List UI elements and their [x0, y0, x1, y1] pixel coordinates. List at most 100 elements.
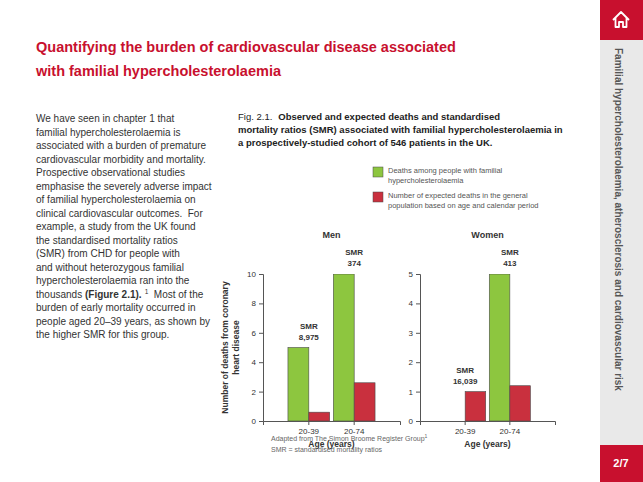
y-axis: 0 2 4 6 8 10	[247, 270, 263, 426]
body-line: the higher SMR for this group.	[36, 329, 169, 340]
legend-label-line: Number of expected deaths in the general	[388, 191, 528, 200]
page-number: 2/7	[613, 457, 628, 469]
y-tick-label: 2	[252, 388, 257, 397]
body-run: the standardised mortality ratios	[36, 235, 178, 246]
x-axis-line	[264, 422, 401, 426]
legend-label: Number of expected deaths in the general…	[388, 191, 539, 210]
y-tick: 5	[409, 270, 420, 279]
y-tick-mark	[416, 421, 420, 422]
smr-title: SMR	[300, 322, 318, 331]
body-line: associated with a burden of premature	[36, 140, 207, 151]
y-tick: 4	[409, 299, 420, 308]
bar	[333, 274, 354, 421]
x-tick-mark	[509, 421, 510, 425]
home-button-background	[600, 0, 643, 40]
y-axis-line	[259, 275, 264, 422]
smr-value: 16,039	[453, 377, 478, 386]
figure-caption-line: Fig. 2.1. Observed and expected deaths an…	[238, 111, 500, 122]
source-note: Adapted from The Simon Broome Register G…	[271, 433, 428, 443]
x-axis: 20-39 20-74	[421, 421, 556, 436]
bars	[465, 274, 530, 421]
x-tick-mark	[354, 421, 355, 425]
y-axis: 0 1 2 3 4 5	[409, 270, 421, 426]
y-tick-mark	[259, 303, 263, 304]
body-line: clinical cardiovascular outcomes. For	[36, 208, 203, 219]
y-tick-label: 1	[409, 388, 414, 397]
body-run: associated with a burden of premature	[36, 140, 207, 151]
bar	[309, 412, 330, 421]
y-tick-label: 10	[247, 270, 256, 279]
x-tick: 20-39	[299, 421, 320, 436]
chart-title: Women	[471, 230, 503, 240]
body-line: cardiovascular morbidity and mortality.	[36, 154, 206, 165]
y-tick: 8	[252, 299, 263, 308]
body-run: people aged 20–39 years, as shown by	[36, 316, 210, 327]
chart: 024681020-3920-74MenAge (years)Number of…	[220, 230, 401, 449]
x-tick-mark	[308, 421, 309, 425]
smr-annotations: SMR8,975SMR374	[299, 248, 363, 342]
home-icon-shape[interactable]	[613, 12, 629, 27]
y-axis-line	[416, 275, 421, 422]
body-run: We have seen in chapter 1 that	[36, 113, 174, 124]
y-tick-label: 3	[409, 329, 414, 338]
body-line: We have seen in chapter 1 that	[36, 113, 174, 124]
legend-label-line: hypercholesterolaemia	[388, 176, 464, 185]
body-line: emphasise the severely adverse impact	[36, 181, 212, 192]
body-run: Most of the	[148, 289, 203, 300]
page: Quantifying the burden of cardiovascular…	[0, 0, 643, 482]
x-axis-line	[421, 422, 556, 426]
legend: Deaths among people with familialhyperch…	[373, 166, 539, 210]
bar	[465, 392, 486, 421]
y-tick: 4	[252, 358, 263, 367]
y-tick-label: 0	[252, 417, 257, 426]
figure-label: Fig. 2.1.	[238, 111, 272, 122]
figure-caption-text: Observed and expected deaths and standar…	[278, 111, 500, 122]
body-text: We have seen in chapter 1 that familial h…	[36, 113, 212, 340]
legend-swatch	[373, 167, 383, 177]
y-tick: 2	[252, 388, 263, 397]
body-line: thousands (Figure 2.1).1 Most of the	[36, 288, 204, 300]
body-line: and without heterozygous familial	[36, 262, 184, 273]
body-run: (SMR) from CHD for people with	[36, 248, 180, 259]
y-tick-label: 8	[252, 299, 257, 308]
source-ref: 1	[425, 433, 428, 439]
x-tick: 20-39	[455, 421, 476, 436]
page-title: Quantifying the burden of cardiovascular…	[35, 39, 456, 79]
home-icon[interactable]	[613, 12, 629, 27]
y-tick: 0	[409, 417, 420, 426]
body-run: thousands	[36, 289, 85, 300]
body-line: of familial hypercholesterolaemia on	[36, 194, 196, 205]
source-text: Adapted from The Simon Broome Register G…	[271, 435, 425, 443]
x-tick-label: 20-74	[500, 427, 521, 436]
legend-label-line: population based on age and calendar per…	[388, 201, 539, 210]
y-tick-mark	[416, 333, 420, 334]
page-title-line: Quantifying the burden of cardiovascular…	[36, 39, 456, 55]
bar	[445, 421, 466, 422]
y-tick-mark	[259, 421, 263, 422]
body-line: people aged 20–39 years, as shown by	[36, 316, 210, 327]
body-run: clinical cardiovascular outcomes. For	[36, 208, 203, 219]
smr-title: SMR	[456, 366, 474, 375]
x-axis-title: Age (years)	[464, 439, 510, 449]
body-run: of familial hypercholesterolaemia on	[36, 194, 196, 205]
y-tick-mark	[259, 274, 263, 275]
x-tick-mark	[465, 421, 466, 425]
smr-value: 8,975	[299, 333, 320, 342]
y-tick-mark	[416, 274, 420, 275]
smr-value: 413	[503, 259, 517, 268]
sidebar: Familial hypercholesterolaemia, atherosc…	[600, 0, 643, 482]
y-tick: 2	[409, 358, 420, 367]
x-tick: 20-74	[344, 421, 365, 436]
y-tick-label: 6	[252, 329, 257, 338]
smr-annotations: SMR16,039SMR413	[453, 248, 519, 386]
legend-item: Deaths among people with familialhyperch…	[373, 166, 503, 185]
y-tick: 10	[247, 270, 263, 279]
body-run: burden of early mortality occurred in	[36, 302, 196, 313]
body-run: example, a study from the UK found	[36, 221, 196, 232]
legend-label: Deaths among people with familialhyperch…	[388, 166, 503, 185]
figure-caption-line: mortality ratios (SMR) associated with f…	[238, 124, 563, 135]
bar	[510, 386, 531, 421]
smr-title: SMR	[345, 248, 363, 257]
body-run: emphasise the severely adverse impact	[36, 181, 212, 192]
body-run: familial hypercholesterolaemia is	[36, 127, 181, 138]
